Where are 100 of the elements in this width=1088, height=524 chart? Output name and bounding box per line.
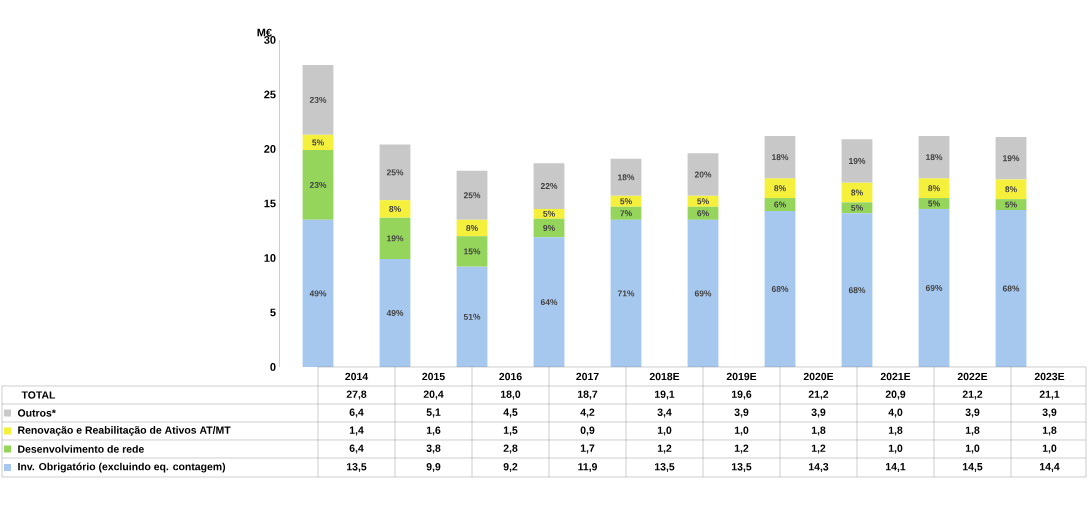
data-label: 4,0 (888, 408, 903, 418)
annotation: 19% (1003, 155, 1020, 162)
annotation: 18% (772, 154, 789, 161)
total-label: 20,9 (885, 390, 906, 400)
total-label: 19,6 (731, 390, 752, 400)
total-label: 19,1 (654, 390, 675, 400)
data-label: 3,4 (657, 408, 672, 418)
data-label: 1,8 (1042, 426, 1057, 436)
data-label: 14,3 (808, 463, 829, 472)
data-label: 1,5 (503, 426, 518, 436)
y-tick-label: 30 (264, 36, 276, 44)
annotation: 64% (540, 299, 558, 306)
y-tick-label: 25 (264, 90, 276, 99)
total-label: 27,8 (346, 390, 367, 400)
data-label: 14,5 (962, 463, 983, 472)
data-label: 14,1 (885, 463, 906, 472)
total-label: 20,4 (423, 390, 444, 400)
data-label: 1,2 (657, 444, 672, 454)
annotation: 5% (312, 139, 324, 146)
y-tick-label: 0 (270, 363, 276, 371)
annotation: 5% (697, 198, 709, 205)
data-label: 13,5 (731, 463, 752, 472)
data-label: 9,2 (503, 463, 518, 472)
annotation: 9% (543, 225, 555, 231)
data-label: 14,4 (1039, 463, 1060, 472)
annotation: 8% (389, 205, 401, 212)
data-label: 13,5 (346, 463, 367, 472)
annotation: 49% (386, 310, 404, 317)
total-label: 18,7 (577, 390, 598, 400)
annotation: 5% (620, 198, 632, 205)
annotation: 71% (617, 290, 635, 297)
annotation: 22% (540, 183, 558, 190)
data-label: 3,8 (426, 444, 441, 454)
legend-label: Inv. Obrigatório (excluindo eq. contagem) (18, 462, 226, 473)
data-label: 4,2 (580, 408, 595, 418)
data-label: 1,0 (888, 444, 903, 454)
data-label: 9,9 (426, 463, 441, 472)
x-tick-label: 2022E (957, 372, 988, 381)
annotation: 68% (771, 286, 789, 293)
data-label: 5,1 (426, 408, 441, 418)
data-label: 1,0 (734, 426, 749, 436)
annotation: 5% (543, 210, 555, 217)
annotation: 49% (309, 290, 327, 297)
annotation: 23% (309, 181, 327, 188)
annotation: 68% (848, 287, 866, 294)
y-tick-label: 15 (264, 199, 276, 208)
annotation: 6% (697, 210, 709, 217)
data-label: 6,4 (349, 444, 364, 454)
data-label: 1,7 (580, 444, 595, 454)
annotation: 8% (851, 189, 863, 196)
annotation: 8% (928, 185, 940, 192)
data-label: 1,0 (657, 426, 672, 436)
annotation: 69% (925, 284, 943, 291)
total-label: 18,0 (500, 390, 521, 400)
x-tick-label: 2015 (422, 372, 445, 381)
data-label: 3,9 (734, 408, 749, 418)
x-tick-label: 2017 (576, 372, 599, 381)
total-label: 21,1 (1039, 390, 1060, 400)
annotation: 18% (926, 154, 943, 161)
data-label: 1,8 (811, 426, 826, 436)
data-label: 3,9 (1042, 408, 1057, 418)
annotation: 8% (466, 225, 478, 231)
data-label: 3,9 (965, 408, 980, 418)
legend-label: Renovação e Reabilitação de Ativos AT/MT (18, 426, 231, 436)
total-label: 21,2 (962, 390, 983, 400)
x-tick-label: 2021E (880, 372, 911, 381)
legend-label: Outros* (17, 409, 56, 417)
text: TOTAL (21, 391, 56, 399)
annotation: 7% (620, 210, 632, 217)
y-tick-label: 20 (264, 145, 276, 153)
annotation: 19% (849, 157, 866, 164)
annotation: 8% (1005, 186, 1017, 193)
annotation: 5% (851, 204, 863, 211)
x-tick-label: 2018E (649, 372, 680, 381)
annotation: 5% (928, 200, 940, 207)
annotation: 68% (1002, 285, 1020, 292)
data-label: 11,9 (578, 463, 597, 472)
data-label: 1,2 (811, 444, 826, 454)
annotation: 8% (774, 185, 786, 192)
x-tick-label: 2019E (726, 372, 757, 381)
total-label: 21,2 (808, 390, 829, 400)
y-tick-label: 10 (264, 254, 276, 262)
annotation: 20% (694, 171, 712, 178)
y-axis-title: M€ (257, 28, 272, 37)
data-label: 1,4 (349, 426, 364, 436)
annotation: 15% (464, 248, 481, 255)
x-tick-label: 2014 (345, 372, 369, 381)
data-label: 1,0 (965, 444, 980, 454)
annotation: 19% (387, 235, 404, 242)
x-tick-label: 2016 (499, 372, 522, 381)
y-tick-label: 5 (270, 308, 276, 317)
annotation: 69% (694, 290, 712, 297)
data-label: 6,4 (349, 408, 364, 418)
annotation: 25% (463, 192, 481, 199)
x-tick-label: 2020E (803, 372, 834, 381)
data-label: 13,5 (654, 463, 675, 472)
annotation: 6% (774, 201, 786, 208)
data-label: 3,9 (811, 408, 826, 418)
data-label: 1,8 (965, 426, 980, 436)
data-label: 2,8 (503, 444, 518, 454)
